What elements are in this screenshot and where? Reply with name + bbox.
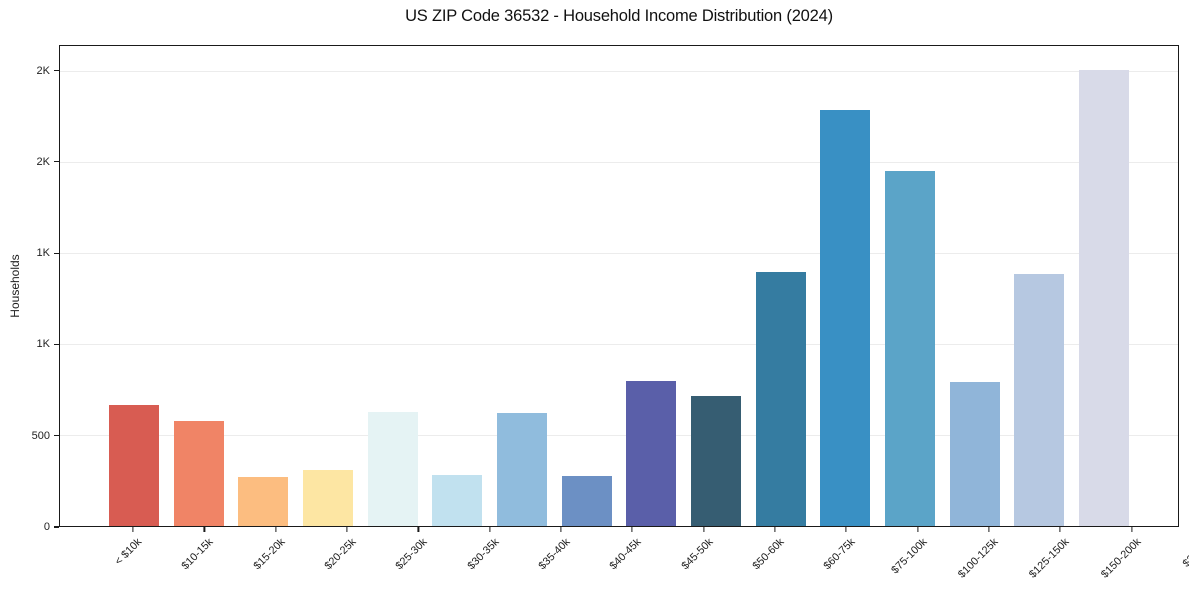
x-tick-label: $150-200k [1098, 536, 1144, 581]
y-tick-label: 1K [36, 338, 50, 351]
bar [432, 475, 483, 526]
gridline [60, 71, 1178, 73]
x-tick-mark [203, 527, 205, 532]
bar [238, 476, 289, 526]
y-tick-label: 2K [36, 155, 50, 168]
x-tick-mark [346, 527, 348, 532]
bar [1014, 274, 1065, 526]
y-tick-mark [54, 343, 59, 345]
y-tick-mark [54, 161, 59, 163]
gridline [60, 344, 1178, 346]
x-tick-label: $40-45k [607, 536, 644, 573]
bar [690, 396, 741, 526]
x-slot: $60-75k [821, 527, 871, 587]
x-axis-labels: < $10k $10-15k $15-20k $20-25k $25-30k $30-35… [59, 527, 1189, 587]
x-slot: $20-25k [322, 527, 372, 587]
x-tick-label: $35-40k [536, 536, 573, 573]
bar [949, 382, 1000, 526]
x-tick-mark [1131, 527, 1133, 532]
x-slot: $200k+ [1178, 527, 1189, 587]
x-tick-label: $25-30k [393, 536, 430, 573]
bar [884, 170, 935, 526]
gridline [60, 435, 1178, 437]
x-slot: $25-30k [393, 527, 443, 587]
x-tick-mark [132, 527, 134, 532]
x-tick-label: $15-20k [251, 536, 288, 573]
bar [755, 272, 806, 526]
y-tick-label: 500 [31, 429, 50, 442]
bar [561, 476, 612, 526]
bar [109, 405, 159, 526]
gridline [60, 253, 1178, 255]
x-tick-mark [917, 527, 919, 532]
x-tick-label: < $10k [112, 536, 145, 568]
bar [173, 421, 224, 526]
x-tick-mark [417, 527, 419, 532]
y-tick-mark [54, 69, 59, 72]
x-tick-mark [845, 527, 847, 532]
x-tick-mark [703, 527, 705, 532]
bars-container [60, 46, 1178, 526]
x-tick-label: $20-25k [322, 536, 359, 573]
gridline [60, 162, 1178, 164]
x-tick-label: $75-100k [888, 536, 930, 577]
x-tick-label: $200k+ [1180, 536, 1189, 570]
x-tick-mark [988, 527, 990, 532]
x-tick-mark [1059, 527, 1061, 532]
x-tick-mark [631, 527, 633, 532]
x-slot: $35-40k [536, 527, 586, 587]
x-tick-mark [489, 527, 491, 532]
y-tick-label: 0 [43, 521, 50, 533]
x-tick-mark [275, 527, 277, 532]
x-slot: $75-100k [889, 527, 943, 587]
y-tick-mark [54, 252, 59, 254]
x-tick-label: $45-50k [679, 536, 716, 573]
x-tick-mark [774, 527, 776, 532]
bar [626, 381, 677, 526]
x-slot: $45-50k [679, 527, 729, 587]
x-tick-label: $125-150k [1027, 536, 1072, 581]
plot-area [59, 45, 1179, 527]
x-tick-label: $30-35k [465, 536, 502, 573]
y-tick-label: 1K [36, 247, 50, 260]
y-tick-mark [54, 435, 59, 437]
x-tick-label: $100-125k [955, 536, 1001, 581]
x-slot: $150-200k [1099, 527, 1157, 587]
y-tick-label: 2K [36, 64, 50, 77]
bar [302, 469, 353, 526]
x-slot: $40-45k [607, 527, 657, 587]
x-slot: $100-125k [956, 527, 1014, 587]
x-tick-label: $60-75k [821, 536, 858, 573]
x-slot: $10-15k [179, 527, 229, 587]
x-slot: < $10k [108, 527, 158, 587]
x-tick-label: $50-60k [750, 536, 787, 573]
chart-title: US ZIP Code 36532 - Household Income Dis… [405, 7, 833, 25]
x-tick-mark [560, 527, 562, 532]
x-slot: $50-60k [750, 527, 800, 587]
bar [367, 412, 418, 526]
x-slot: $125-150k [1027, 527, 1085, 587]
bar [496, 413, 547, 526]
x-slot: $15-20k [251, 527, 301, 587]
y-axis-label: Households [8, 254, 22, 318]
x-slot: $30-35k [465, 527, 515, 587]
x-tick-label: $10-15k [179, 536, 216, 573]
bar [1078, 69, 1129, 526]
bar [820, 109, 871, 526]
y-tick-mark [54, 526, 59, 528]
